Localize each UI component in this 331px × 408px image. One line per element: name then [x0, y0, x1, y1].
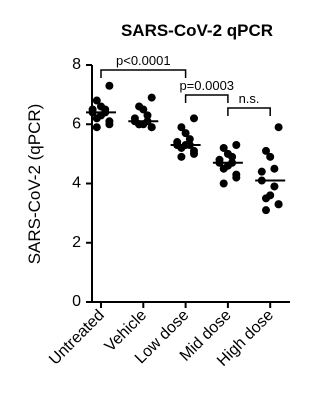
y-tick-label: 4	[72, 175, 81, 192]
y-tick-label: 8	[72, 56, 81, 73]
y-tick-label: 0	[72, 293, 81, 310]
data-point	[219, 164, 228, 173]
data-point	[219, 143, 228, 152]
data-point	[143, 111, 152, 120]
y-axis-label: SARS-CoV-2 (qPCR)	[25, 104, 44, 265]
significance-label: p=0.0003	[179, 78, 234, 93]
data-point	[270, 182, 279, 191]
data-point	[181, 129, 190, 138]
data-point	[105, 120, 114, 129]
data-point	[92, 114, 101, 123]
significance-label: p<0.0001	[116, 53, 171, 68]
data-point	[262, 194, 270, 203]
data-point	[228, 152, 237, 161]
y-tick-label: 2	[72, 234, 81, 251]
data-point	[92, 96, 101, 105]
significance-bracket	[227, 107, 271, 116]
significance-label: n.s.	[239, 91, 260, 106]
data-point	[185, 135, 194, 144]
data-point	[177, 123, 186, 132]
data-point	[257, 167, 266, 176]
data-point	[139, 105, 148, 114]
data-point	[177, 152, 186, 161]
data-point	[232, 173, 241, 182]
data-point	[105, 81, 114, 90]
data-point	[274, 123, 283, 132]
significance-bracket	[100, 69, 187, 78]
significance-bracket	[184, 94, 229, 103]
data-point	[219, 179, 228, 188]
data-point	[262, 146, 270, 155]
data-point	[270, 164, 279, 173]
data-point	[92, 123, 101, 132]
data-point	[262, 206, 270, 215]
data-point	[266, 152, 275, 161]
x-tick-label: Untreated	[46, 307, 108, 369]
data-point	[274, 200, 283, 209]
data-point	[190, 114, 198, 123]
y-tick-label: 6	[72, 115, 81, 132]
chart-title: SARS-CoV-2 qPCR	[121, 21, 273, 40]
data-point	[147, 123, 156, 132]
data-point	[232, 140, 241, 149]
data-point	[190, 149, 198, 158]
data-point	[147, 93, 156, 102]
